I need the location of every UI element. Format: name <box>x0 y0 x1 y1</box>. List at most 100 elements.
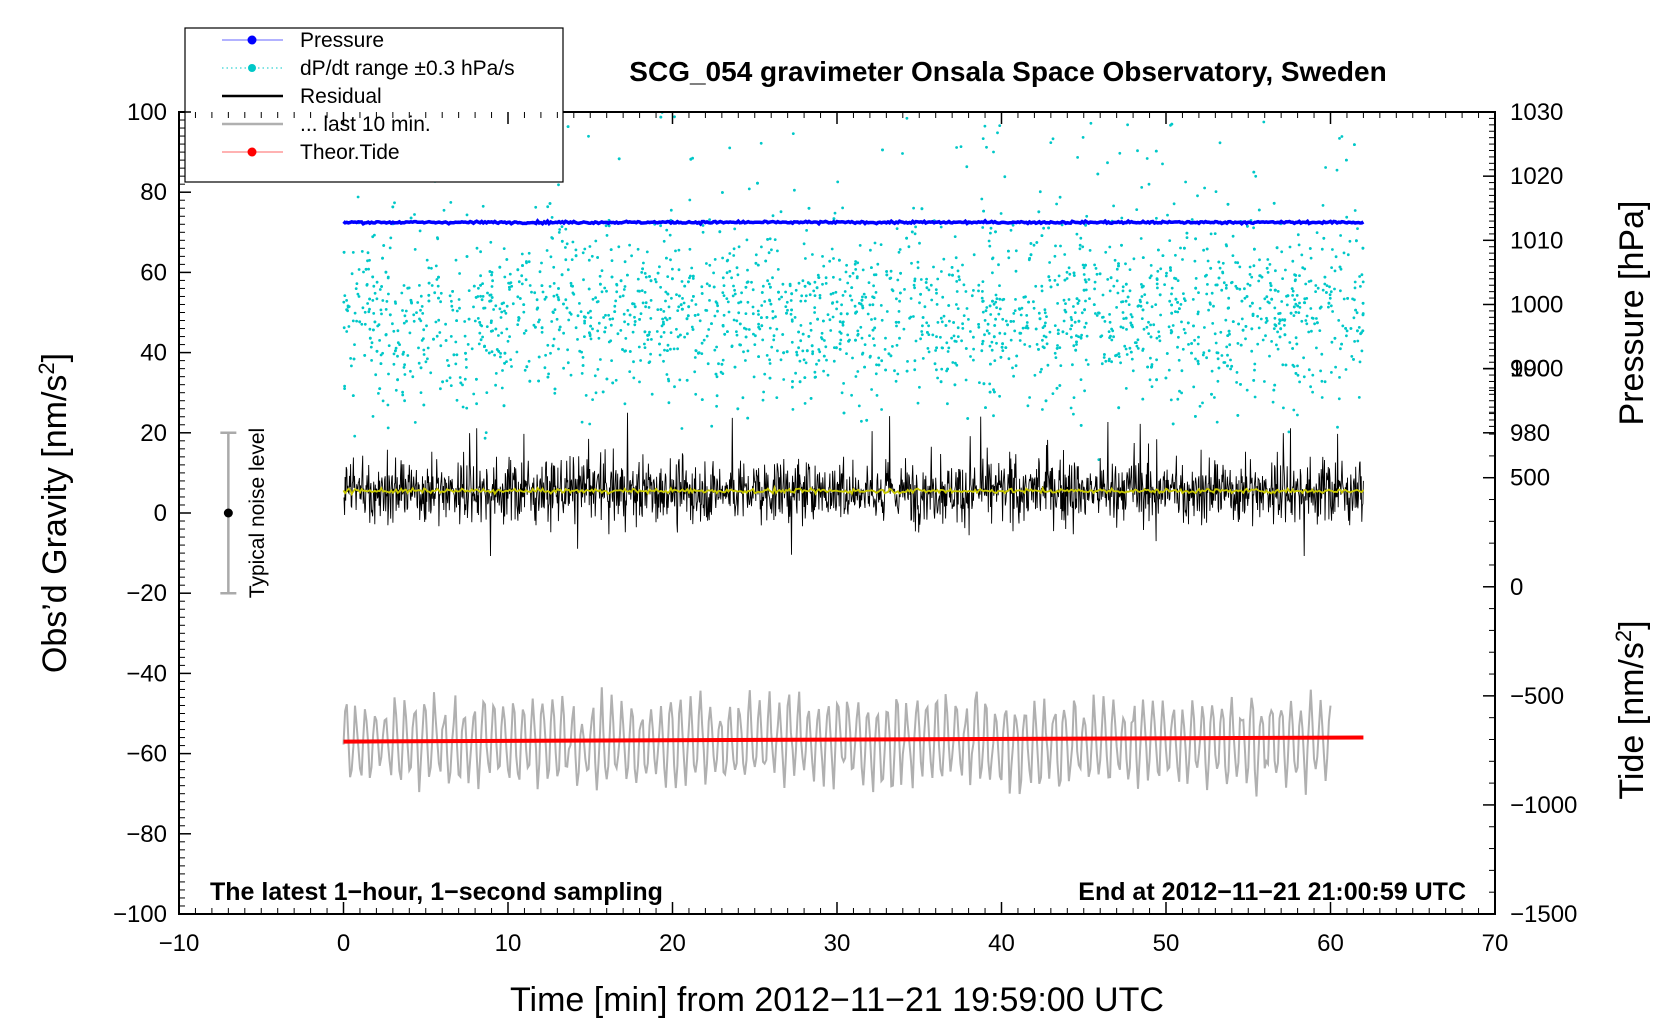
dpdt-dot <box>675 293 678 296</box>
dpdt-dot <box>818 350 822 354</box>
dpdt-dot <box>821 255 824 258</box>
dpdt-dot <box>525 260 528 263</box>
dpdt-dot <box>1320 352 1324 356</box>
dpdt-dot <box>425 258 429 262</box>
dpdt-dot <box>565 306 569 310</box>
dpdt-dot <box>927 333 931 336</box>
dpdt-dot <box>1265 295 1269 299</box>
dpdt-dot <box>1296 364 1299 368</box>
dpdt-dot <box>955 303 958 306</box>
dpdt-dot <box>485 325 489 328</box>
dpdt-dot <box>1240 299 1244 303</box>
dpdt-dot <box>375 349 379 353</box>
dpdt-dot <box>1157 330 1161 334</box>
dpdt-dot <box>659 335 663 339</box>
dpdt-dot <box>1149 323 1152 327</box>
dpdt-dot <box>832 257 835 260</box>
dpdt-dot <box>374 373 378 377</box>
dpdt-dot <box>784 305 788 308</box>
dpdt-dot <box>403 399 406 403</box>
dpdt-dot <box>865 418 869 422</box>
dpdt-dot <box>983 124 987 128</box>
dpdt-dot <box>947 346 951 350</box>
dpdt-dot <box>1252 264 1256 268</box>
last-10-min-line <box>342 687 1332 797</box>
dpdt-dot <box>1041 345 1045 349</box>
dpdt-dot <box>735 266 739 270</box>
dpdt-dot <box>1044 335 1048 339</box>
dpdt-dot <box>549 255 553 259</box>
dpdt-dot <box>1278 319 1282 323</box>
dpdt-dot <box>1237 322 1240 326</box>
dpdt-dot <box>432 337 435 341</box>
dpdt-dot <box>500 310 504 314</box>
dpdt-dot <box>873 317 877 321</box>
dpdt-dot <box>842 411 846 415</box>
y-tick-label-left: 0 <box>154 500 167 527</box>
dpdt-dot <box>637 345 641 349</box>
dpdt-dot <box>360 322 364 326</box>
dpdt-dot <box>1140 283 1143 286</box>
dpdt-dot <box>1029 253 1033 257</box>
dpdt-dot <box>409 298 413 302</box>
dpdt-dot <box>1001 298 1004 302</box>
dpdt-dot <box>972 335 975 339</box>
dpdt-dot <box>977 283 981 287</box>
dpdt-dot <box>461 383 464 387</box>
dpdt-dot <box>1081 136 1085 139</box>
y-tick-label-tide: 0 <box>1510 574 1523 601</box>
dpdt-dot <box>562 366 565 370</box>
dpdt-dot <box>544 353 547 357</box>
y-axis-title-left: Obs’d Gravity [nm/s2] <box>34 353 74 673</box>
dpdt-dot <box>418 229 422 233</box>
dpdt-dot <box>972 253 976 257</box>
dpdt-dot <box>1021 326 1025 330</box>
dpdt-dot <box>1171 422 1175 426</box>
dpdt-dot <box>817 276 821 279</box>
pressure-line <box>342 218 1365 227</box>
dpdt-dot <box>394 346 398 350</box>
dpdt-dot <box>465 213 469 217</box>
dpdt-dot <box>676 309 680 312</box>
dpdt-dot <box>381 299 385 302</box>
dpdt-dot <box>733 288 736 292</box>
dpdt-dot <box>686 314 690 318</box>
dpdt-dot <box>1227 306 1230 310</box>
dpdt-dot <box>785 300 789 304</box>
dpdt-dot <box>1112 335 1115 339</box>
dpdt-dot <box>871 328 875 332</box>
dpdt-dot <box>895 297 898 301</box>
dpdt-dot <box>1099 335 1103 339</box>
dpdt-dot <box>372 328 375 332</box>
dpdt-dot <box>760 324 764 328</box>
dpdt-dot <box>623 320 626 324</box>
dpdt-dot <box>1309 385 1312 389</box>
dpdt-dot <box>621 294 625 298</box>
dpdt-dot <box>1180 369 1184 373</box>
dpdt-dot <box>452 353 456 357</box>
dpdt-dot <box>780 295 783 299</box>
dpdt-dot <box>950 266 954 269</box>
dpdt-dot <box>1124 282 1128 286</box>
dpdt-dot <box>1129 313 1133 316</box>
dpdt-dot <box>1164 274 1168 278</box>
dpdt-dot <box>1273 323 1277 326</box>
dpdt-dot <box>1222 361 1226 364</box>
dpdt-dot <box>804 361 808 365</box>
dpdt-dot <box>435 278 439 281</box>
dpdt-dot <box>1155 358 1158 362</box>
dpdt-dot <box>1192 385 1196 389</box>
dpdt-dot <box>351 319 355 323</box>
dpdt-dot <box>419 391 423 394</box>
dpdt-dot <box>923 305 927 309</box>
dpdt-dot <box>1360 273 1364 277</box>
dpdt-dot <box>807 206 811 210</box>
dpdt-dot <box>521 264 524 267</box>
dpdt-dot <box>1139 237 1143 240</box>
dpdt-dot <box>685 317 689 321</box>
dpdt-dot <box>991 299 994 303</box>
dpdt-dot <box>1129 350 1133 354</box>
dpdt-dot <box>1140 186 1144 189</box>
dpdt-dot <box>1244 337 1247 341</box>
dpdt-dot <box>754 334 757 338</box>
